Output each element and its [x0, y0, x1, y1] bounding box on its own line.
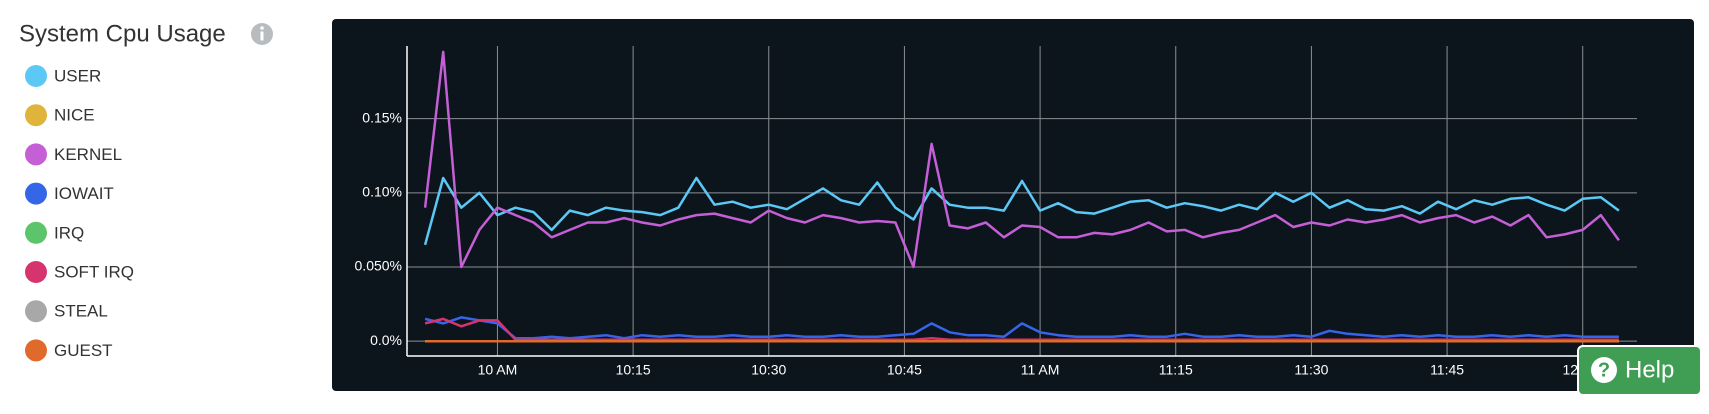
x-tick-label: 11:15	[1159, 362, 1193, 378]
legend-label: USER	[54, 66, 101, 85]
series-line	[424, 316, 1619, 340]
series-line	[424, 317, 1619, 341]
legend-label: SOFT IRQ	[54, 262, 134, 281]
series-line	[423, 176, 1620, 246]
x-tick-label: 10:30	[751, 362, 786, 378]
legend-swatch	[25, 104, 47, 127]
y-tick-label: 0.050%	[355, 258, 402, 274]
legend-label: NICE	[54, 106, 95, 125]
legend-swatch	[25, 300, 47, 323]
chart-panel	[332, 19, 1694, 391]
legend-label: GUEST	[54, 341, 113, 360]
legend-label: KERNEL	[54, 145, 122, 164]
chart-title: System Cpu Usage	[19, 20, 226, 47]
legend-label: STEAL	[54, 302, 108, 321]
help-icon: ?	[1598, 359, 1610, 381]
x-tick-label: 10:15	[616, 362, 651, 378]
legend-swatch	[25, 65, 47, 87]
legend-label: IRQ	[54, 223, 84, 242]
legend-swatch	[25, 182, 47, 205]
legend-swatch	[25, 221, 47, 244]
y-tick-label: 0.0%	[370, 332, 402, 348]
legend-label: IOWAIT	[54, 184, 114, 203]
series-line	[423, 50, 1620, 269]
y-tick-label: 0.10%	[362, 184, 402, 200]
legend-swatch	[25, 143, 47, 166]
legend-swatch	[25, 339, 47, 362]
info-icon[interactable]	[251, 23, 273, 45]
x-tick-label: 10:45	[887, 362, 922, 378]
help-label: Help	[1625, 356, 1674, 383]
x-tick-label: 11 AM	[1021, 362, 1060, 378]
legend-swatch	[25, 261, 47, 283]
x-tick-label: 11:30	[1294, 362, 1328, 378]
y-tick-label: 0.15%	[362, 109, 402, 125]
x-tick-label: 11:45	[1430, 362, 1464, 378]
x-tick-label: 10 AM	[478, 362, 518, 378]
help-button[interactable]: ? Help	[1577, 345, 1702, 396]
